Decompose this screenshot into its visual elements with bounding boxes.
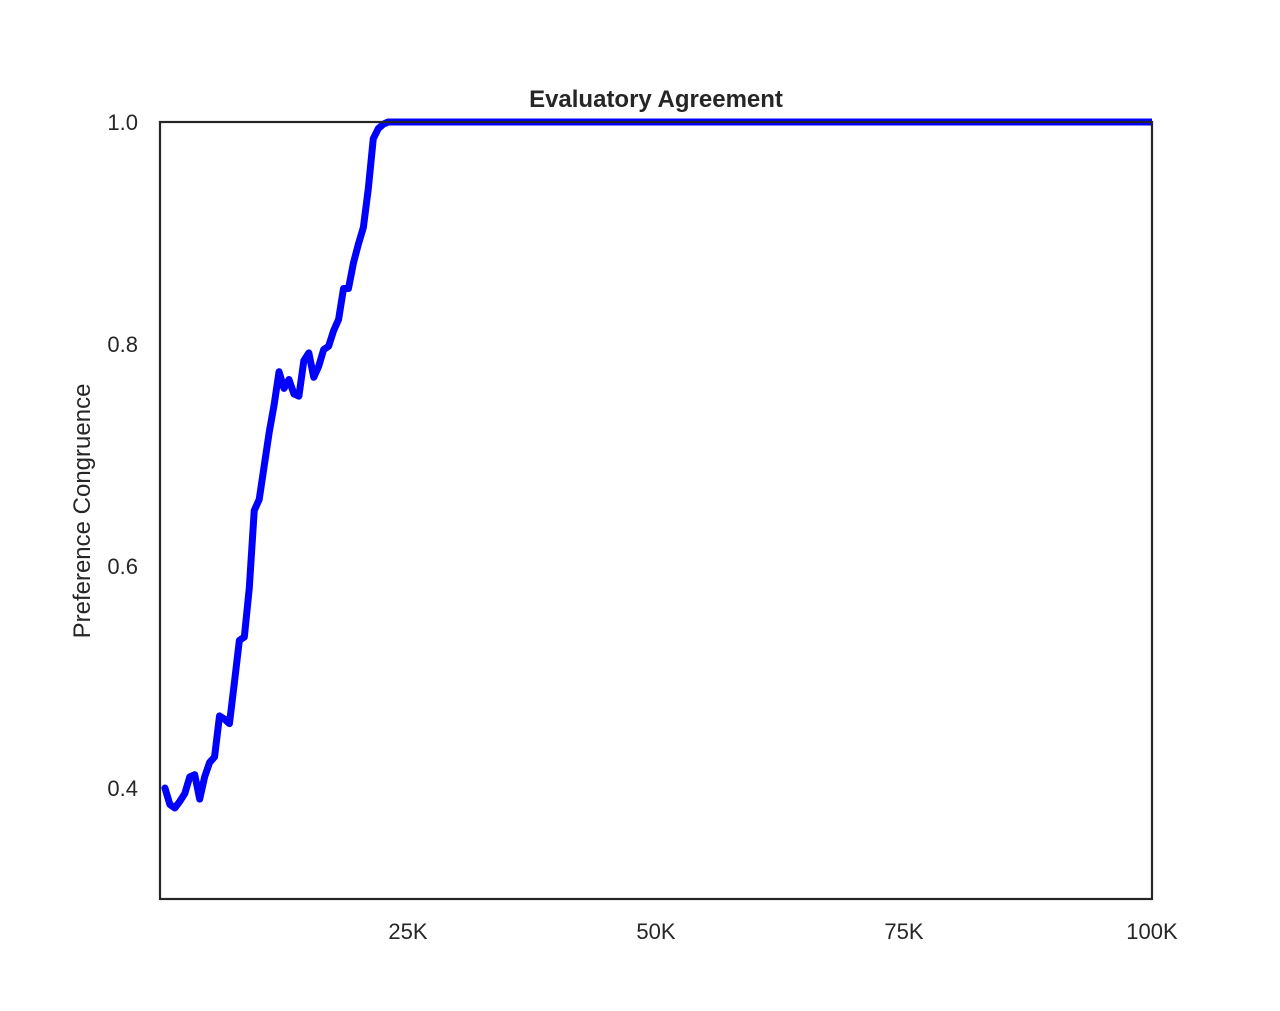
tick-labels: 25K 50K 75K 100K 0.4 0.6 0.8 1.0 [107, 110, 1178, 944]
y-tick-label: 0.6 [107, 554, 138, 579]
x-tick-label: 50K [636, 919, 675, 944]
y-tick-label: 1.0 [107, 110, 138, 135]
x-tick-label: 25K [388, 919, 427, 944]
x-tick-label: 100K [1126, 919, 1178, 944]
y-tick-label: 0.4 [107, 776, 138, 801]
y-tick-label: 0.8 [107, 332, 138, 357]
chart-title: Evaluatory Agreement [529, 86, 783, 113]
plot-area [161, 118, 1152, 812]
series-line [161, 118, 1152, 812]
y-axis-label: Preference Congruence [69, 384, 96, 639]
x-tick-label: 75K [884, 919, 923, 944]
axes-frame [158, 120, 1154, 901]
